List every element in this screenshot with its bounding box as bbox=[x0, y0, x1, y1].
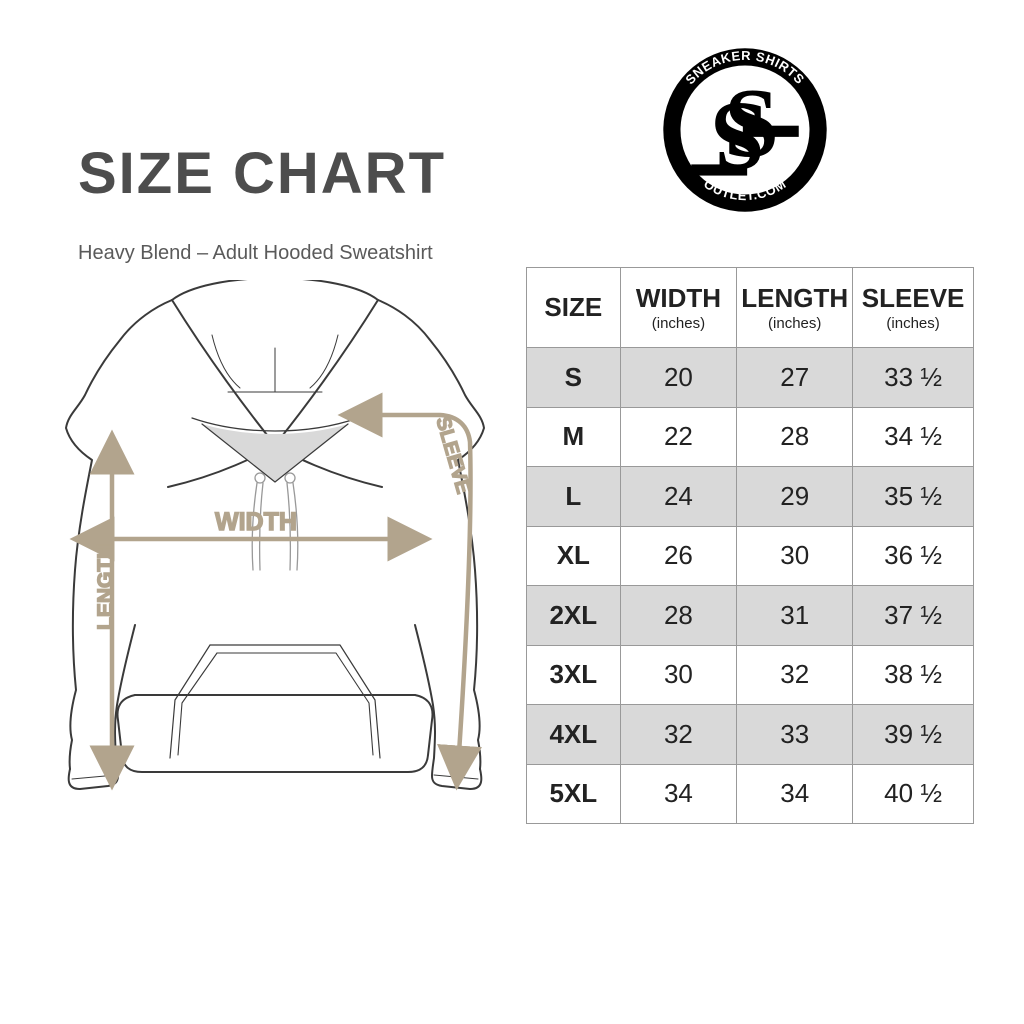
svg-text:LENGTH: LENGTH bbox=[94, 544, 117, 630]
svg-text:SLEEVE: SLEEVE bbox=[431, 414, 474, 496]
svg-text:WIDTH: WIDTH bbox=[215, 508, 297, 536]
